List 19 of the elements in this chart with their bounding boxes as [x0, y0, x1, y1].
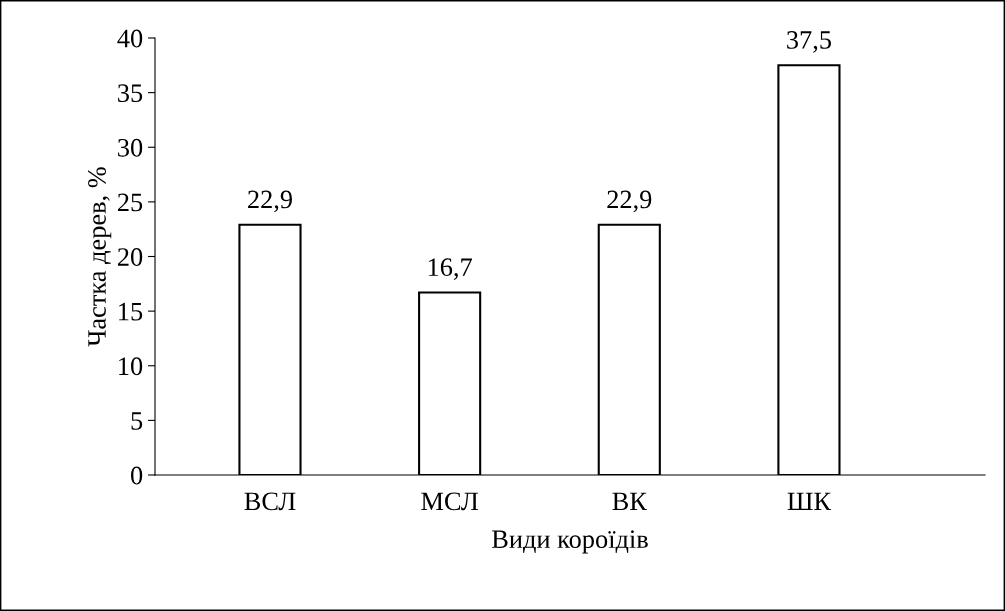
- y-tick-label: 40: [117, 29, 143, 48]
- y-tick-label: 5: [131, 412, 143, 430]
- y-tick-label: 0: [131, 466, 143, 485]
- data-label: 22,9: [248, 190, 292, 213]
- y-tick-label: 35: [118, 84, 143, 103]
- data-label: 22,9: [607, 190, 652, 213]
- y-axis-title: Частка дерев, %: [88, 167, 112, 347]
- y-tick-label: 15: [119, 302, 143, 321]
- data-label: 16,7: [428, 258, 472, 280]
- x-tick-label: МСЛ: [421, 492, 479, 511]
- x-tick-label: ВСЛ: [244, 492, 296, 511]
- x-tick-label: ШК: [787, 492, 832, 510]
- x-axis-title: Види короїдів: [492, 530, 648, 554]
- y-tick-label: 10: [119, 357, 143, 376]
- y-tick-label: 30: [118, 138, 143, 157]
- y-tick-label: 25: [117, 193, 143, 212]
- data-label: 37,5: [787, 31, 831, 53]
- x-tick-label: ВК: [612, 492, 647, 511]
- y-tick-label: 20: [117, 248, 143, 266]
